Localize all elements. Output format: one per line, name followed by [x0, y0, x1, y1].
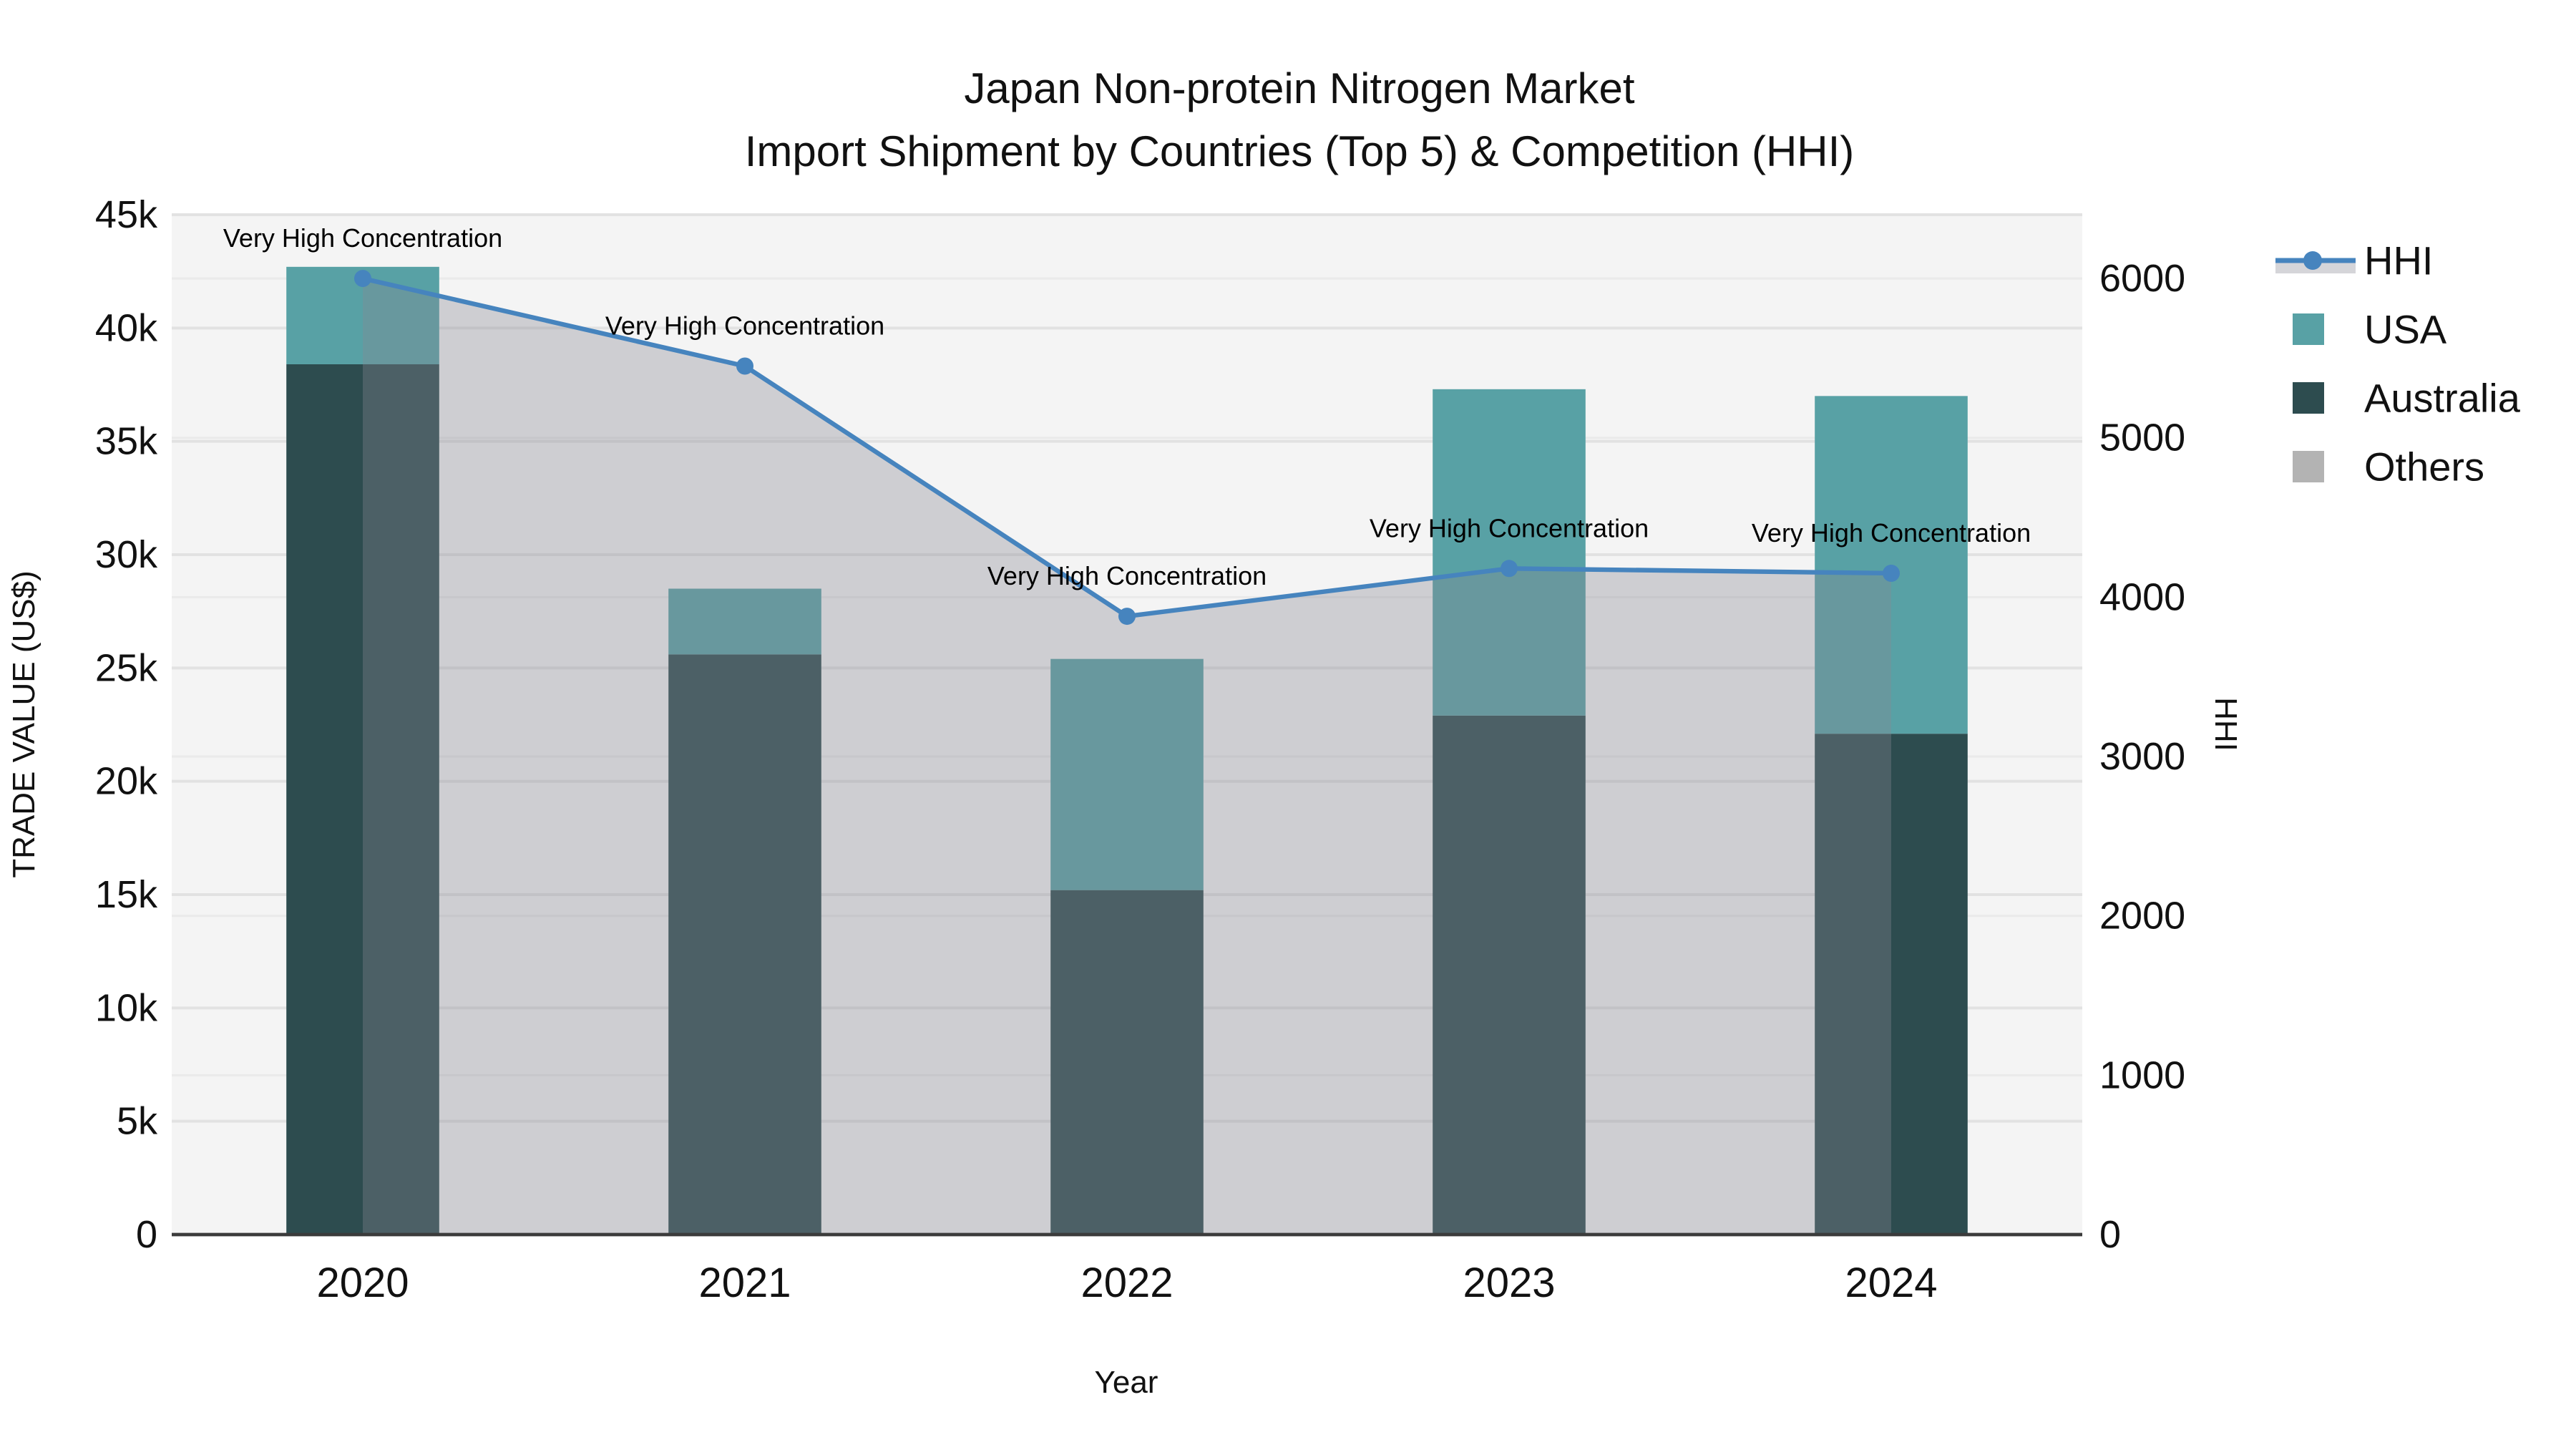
legend-entry-hhi[interactable]: HHI	[2275, 238, 2433, 283]
y-right-tick-1000: 1000	[2099, 1054, 2185, 1096]
legend-hhi-marker-icon	[2303, 251, 2322, 270]
plot-layer: 0 5k 10k 15k 20k 25k 30k 35k 40k 45k 0 1000 2000 3000…	[95, 193, 2185, 1306]
y-right-tick-4000: 4000	[2099, 575, 2185, 618]
x-tick-2020: 2020	[316, 1260, 409, 1306]
legend-entry-others[interactable]: Others	[2293, 444, 2484, 490]
y-right-tick-6000: 6000	[2099, 257, 2185, 300]
legend-label-usa[interactable]: USA	[2364, 307, 2447, 352]
bar-2020-australia[interactable]	[286, 364, 439, 1235]
bar-2022-australia[interactable]	[1050, 890, 1204, 1235]
hhi-area-fill	[363, 278, 1891, 1235]
x-tick-2021: 2021	[698, 1260, 791, 1306]
y-left-tick-0: 0	[136, 1213, 157, 1256]
annotation-2023: Very High Concentration	[1370, 513, 1649, 542]
hhi-point-2024[interactable]	[1883, 564, 1900, 582]
legend-swatch-australia	[2293, 382, 2324, 414]
y-left-tick-20k: 20k	[95, 760, 158, 803]
legend: HHI USA Australia Others	[2275, 238, 2521, 490]
x-tick-2023: 2023	[1463, 1260, 1555, 1306]
annotation-2021: Very High Concentration	[605, 311, 884, 341]
y-left-axis-title: TRADE VALUE (US$)	[6, 570, 42, 878]
x-axis-title: Year	[1095, 1365, 1158, 1400]
bar-2022-usa[interactable]	[1050, 658, 1204, 890]
y-left-tick-15k: 15k	[95, 873, 158, 916]
chart-title-line2: Import Shipment by Countries (Top 5) & C…	[745, 127, 1855, 175]
y-right-tick-5000: 5000	[2099, 417, 2185, 459]
chart-title-line1: Japan Non-protein Nitrogen Market	[964, 64, 1634, 112]
bar-2021-australia[interactable]	[668, 654, 821, 1235]
annotation-2024: Very High Concentration	[1752, 518, 2031, 548]
bar-2023-usa[interactable]	[1433, 389, 1586, 716]
annotation-2022: Very High Concentration	[987, 561, 1267, 590]
y-left-tick-40k: 40k	[95, 306, 158, 349]
legend-swatch-others	[2293, 451, 2324, 482]
annotation-2020: Very High Concentration	[223, 223, 502, 253]
bar-2024-australia[interactable]	[1815, 734, 1968, 1235]
bar-2021-usa[interactable]	[668, 588, 821, 655]
hhi-point-2022[interactable]	[1118, 608, 1136, 626]
legend-swatch-usa	[2293, 313, 2324, 345]
y-right-tick-3000: 3000	[2099, 735, 2185, 778]
legend-entry-australia[interactable]: Australia	[2293, 376, 2521, 421]
y-left-tick-10k: 10k	[95, 986, 158, 1029]
hhi-point-2021[interactable]	[736, 357, 753, 375]
y-left-tick-30k: 30k	[95, 533, 158, 576]
y-left-tick-5k: 5k	[117, 1100, 158, 1143]
y-right-tick-0: 0	[2099, 1213, 2121, 1256]
y-right-tick-2000: 2000	[2099, 895, 2185, 938]
legend-label-others[interactable]: Others	[2364, 444, 2484, 490]
legend-entry-usa[interactable]: USA	[2293, 307, 2447, 352]
bar-2023-australia[interactable]	[1433, 715, 1586, 1235]
hhi-point-2023[interactable]	[1501, 560, 1518, 578]
y-left-tick-45k: 45k	[95, 193, 158, 236]
y-left-tick-35k: 35k	[95, 420, 158, 463]
legend-label-australia[interactable]: Australia	[2364, 376, 2521, 421]
y-left-tick-25k: 25k	[95, 646, 158, 689]
hhi-point-2020[interactable]	[354, 270, 371, 288]
legend-label-hhi[interactable]: HHI	[2364, 238, 2433, 283]
x-tick-2024: 2024	[1845, 1260, 1937, 1306]
x-tick-2022: 2022	[1080, 1260, 1173, 1306]
y-right-axis-title: HHI	[2208, 697, 2243, 751]
